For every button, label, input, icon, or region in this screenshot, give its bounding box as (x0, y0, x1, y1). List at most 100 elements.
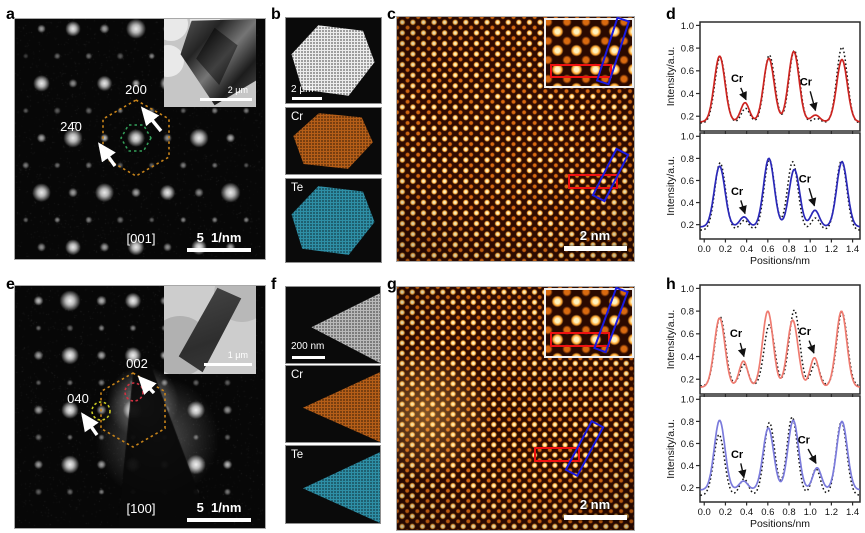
spot-label-240: 24̄0 (53, 119, 89, 134)
inset-e-scalebar (204, 363, 252, 366)
inset-roi-blue-g (593, 287, 629, 354)
scalebar-a-label: 5 1/nm (189, 230, 249, 245)
svg-text:Positions/nm: Positions/nm (750, 255, 810, 267)
svg-text:1.0: 1.0 (681, 395, 694, 406)
chart-h-top: 0.2 0.4 0.6 0.8 1.0 Intensity/a.u. Cr Cr (664, 277, 864, 397)
svg-text:0.0: 0.0 (698, 507, 711, 518)
svg-text:0.8: 0.8 (681, 307, 694, 318)
inset-e-scale-label: 1 μm (228, 350, 248, 360)
svg-text:Cr: Cr (800, 77, 813, 89)
svg-text:0.6: 0.6 (681, 439, 694, 450)
svg-text:1.0: 1.0 (681, 21, 694, 32)
scalebar-g-label: 2 nm (563, 497, 627, 512)
map-label-te-f: Te (291, 449, 303, 461)
svg-text:0.2: 0.2 (681, 112, 694, 123)
panel-b-label: b (271, 6, 281, 24)
svg-text:0.4: 0.4 (681, 352, 694, 363)
stem-image-c: 2 nm (396, 16, 635, 262)
svg-text:0.6: 0.6 (761, 244, 774, 255)
eds-map-te-b: Te (285, 178, 382, 263)
scalebar-e (187, 518, 251, 522)
svg-text:Intensity/a.u.: Intensity/a.u. (665, 419, 677, 479)
panel-c-label: c (387, 6, 396, 24)
svg-text:0.6: 0.6 (761, 507, 774, 518)
inset-roi-blue-c (596, 17, 630, 86)
scalebar-g (564, 515, 627, 520)
svg-text:Intensity/a.u.: Intensity/a.u. (665, 47, 677, 107)
svg-text:0.4: 0.4 (681, 198, 694, 209)
carbon-hole (164, 45, 184, 77)
scalebar-f (292, 356, 325, 359)
svg-text:0.2: 0.2 (719, 507, 732, 518)
svg-text:1.2: 1.2 (825, 244, 838, 255)
svg-text:0.8: 0.8 (681, 44, 694, 55)
svg-text:Cr: Cr (799, 174, 812, 186)
svg-text:Cr: Cr (731, 449, 744, 461)
spot-label-040: 040 (60, 391, 96, 406)
chart-d-top: 0.2 0.4 0.6 0.8 1.0 Intensity/a.u. Cr Cr (664, 14, 864, 134)
svg-text:0.2: 0.2 (681, 483, 694, 494)
svg-text:0.2: 0.2 (681, 220, 694, 231)
svg-text:Cr: Cr (799, 326, 812, 338)
inset-a-scale-label: 2 μm (228, 85, 248, 95)
scalebar-e-label: 5 1/nm (189, 500, 249, 515)
spot-label-200: 200 (118, 82, 154, 97)
panel-f-label: f (271, 276, 276, 294)
svg-text:1.4: 1.4 (846, 507, 859, 518)
haadf-image-f: 200 nm (285, 286, 381, 364)
svg-text:1.0: 1.0 (681, 284, 694, 295)
svg-text:Intensity/a.u.: Intensity/a.u. (665, 156, 677, 216)
chart-h-bottom: 0.2 0.4 0.6 0.8 1.0 0.0 0.2 0.4 0.6 0.8 1.0 1.2 1.4 I… (664, 386, 864, 533)
figure: a b c d e f g h 200 24̄0 [001] 5 1/nm 2 … (0, 0, 865, 533)
svg-text:Cr: Cr (731, 186, 744, 198)
svg-text:0.4: 0.4 (740, 507, 753, 518)
carbon-hole (164, 19, 188, 41)
saed-pattern-e: 002 040 [100] 5 1/nm 1 μm (14, 285, 266, 529)
svg-text:0.0: 0.0 (698, 244, 711, 255)
svg-text:0.6: 0.6 (681, 66, 694, 77)
svg-text:Intensity/a.u.: Intensity/a.u. (665, 310, 677, 370)
svg-text:0.6: 0.6 (681, 329, 694, 340)
svg-text:0.6: 0.6 (681, 176, 694, 187)
map-label-cr-b: Cr (291, 111, 303, 123)
svg-text:Positions/nm: Positions/nm (750, 518, 810, 530)
svg-text:0.2: 0.2 (719, 244, 732, 255)
svg-text:0.8: 0.8 (681, 154, 694, 165)
stem-inset-c (544, 18, 634, 88)
eds-map-cr-f: Cr (285, 365, 381, 443)
cr-map-flake (291, 110, 377, 172)
tem-inset-a: 2 μm (164, 19, 256, 107)
stem-image-g: 2 nm (396, 286, 635, 531)
eds-map-te-f: Te (285, 445, 381, 524)
scalebar-b (292, 97, 322, 100)
eds-map-cr-b: Cr (285, 107, 382, 175)
svg-text:0.2: 0.2 (681, 375, 694, 386)
tem-inset-e: 1 μm (164, 286, 256, 374)
svg-text:Cr: Cr (731, 73, 744, 85)
scalebar-f-label: 200 nm (291, 341, 324, 352)
svg-text:0.4: 0.4 (681, 461, 694, 472)
svg-text:0.4: 0.4 (740, 244, 753, 255)
map-label-cr-f: Cr (291, 369, 303, 381)
scalebar-c (564, 246, 627, 251)
svg-text:1.2: 1.2 (825, 507, 838, 518)
saed-pattern-a: 200 24̄0 [001] 5 1/nm 2 μm (14, 18, 266, 260)
svg-text:Cr: Cr (730, 328, 743, 340)
scalebar-a (187, 248, 251, 252)
scalebar-b-label: 2 μm (291, 84, 313, 95)
zone-axis-e: [100] (111, 501, 171, 516)
svg-text:1.0: 1.0 (681, 132, 694, 143)
scalebar-c-label: 2 nm (563, 228, 627, 243)
haadf-image-b: 2 μm (285, 17, 382, 104)
chart-d-bottom: 0.2 0.4 0.6 0.8 1.0 0.0 0.2 0.4 0.6 0.8 1.0 1.2 1.4 I… (664, 123, 864, 273)
svg-text:0.4: 0.4 (681, 89, 694, 100)
svg-text:1.4: 1.4 (846, 244, 859, 255)
spot-label-002: 002 (119, 356, 155, 371)
svg-text:1.0: 1.0 (804, 507, 817, 518)
map-label-te-b: Te (291, 182, 303, 194)
svg-text:0.8: 0.8 (681, 417, 694, 428)
inset-a-scalebar (200, 98, 252, 101)
svg-text:0.8: 0.8 (782, 507, 795, 518)
svg-text:0.8: 0.8 (782, 244, 795, 255)
zone-axis-a: [001] (111, 231, 171, 246)
